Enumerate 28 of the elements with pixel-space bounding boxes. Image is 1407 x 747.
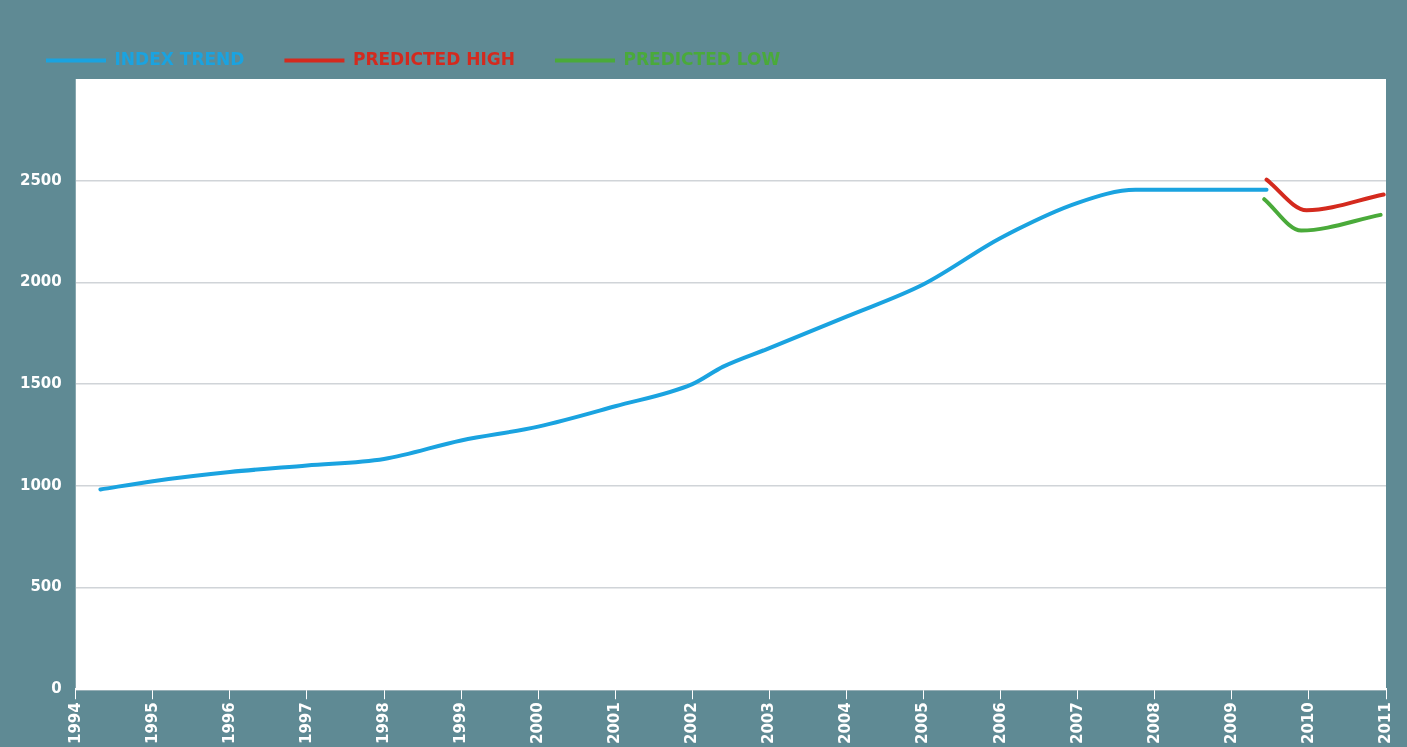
x-tick-label: 1995: [142, 702, 161, 744]
x-tick-label: 1997: [296, 702, 315, 744]
x-tick-label: 1994: [65, 702, 84, 744]
x-tick-label: 2001: [605, 702, 624, 744]
x-tick-label: 2002: [682, 702, 701, 744]
y-tick-label: 1000: [20, 475, 62, 494]
y-tick-label: 0: [51, 679, 62, 698]
x-tick-label: 2007: [1067, 702, 1086, 744]
x-tick-label: 2006: [990, 702, 1009, 744]
x-tick-label: 2008: [1144, 702, 1163, 744]
legend-label: INDEX TREND: [114, 48, 245, 69]
y-tick-label: 500: [30, 577, 62, 596]
y-tick-label: 1500: [20, 374, 62, 393]
x-tick-label: 1998: [373, 702, 392, 744]
x-tick-label: 2003: [759, 702, 778, 744]
line-series: [98, 187, 1269, 492]
y-tick-label: 2000: [20, 272, 62, 291]
x-tick-label: 2000: [528, 702, 547, 744]
x-tick-label: 1999: [451, 702, 470, 744]
legend-label: PREDICTED LOW: [623, 48, 781, 69]
x-tick-label: 2011: [1375, 702, 1394, 744]
x-tick-label: 1996: [219, 702, 238, 744]
legend-label: PREDICTED HIGH: [352, 48, 515, 69]
x-tick-label: 2004: [836, 702, 855, 744]
x-tick-label: 2010: [1298, 702, 1317, 744]
x-tick-label: 2005: [913, 702, 932, 744]
y-tick-label: 2500: [20, 170, 62, 189]
x-tick-label: 2009: [1221, 702, 1240, 744]
